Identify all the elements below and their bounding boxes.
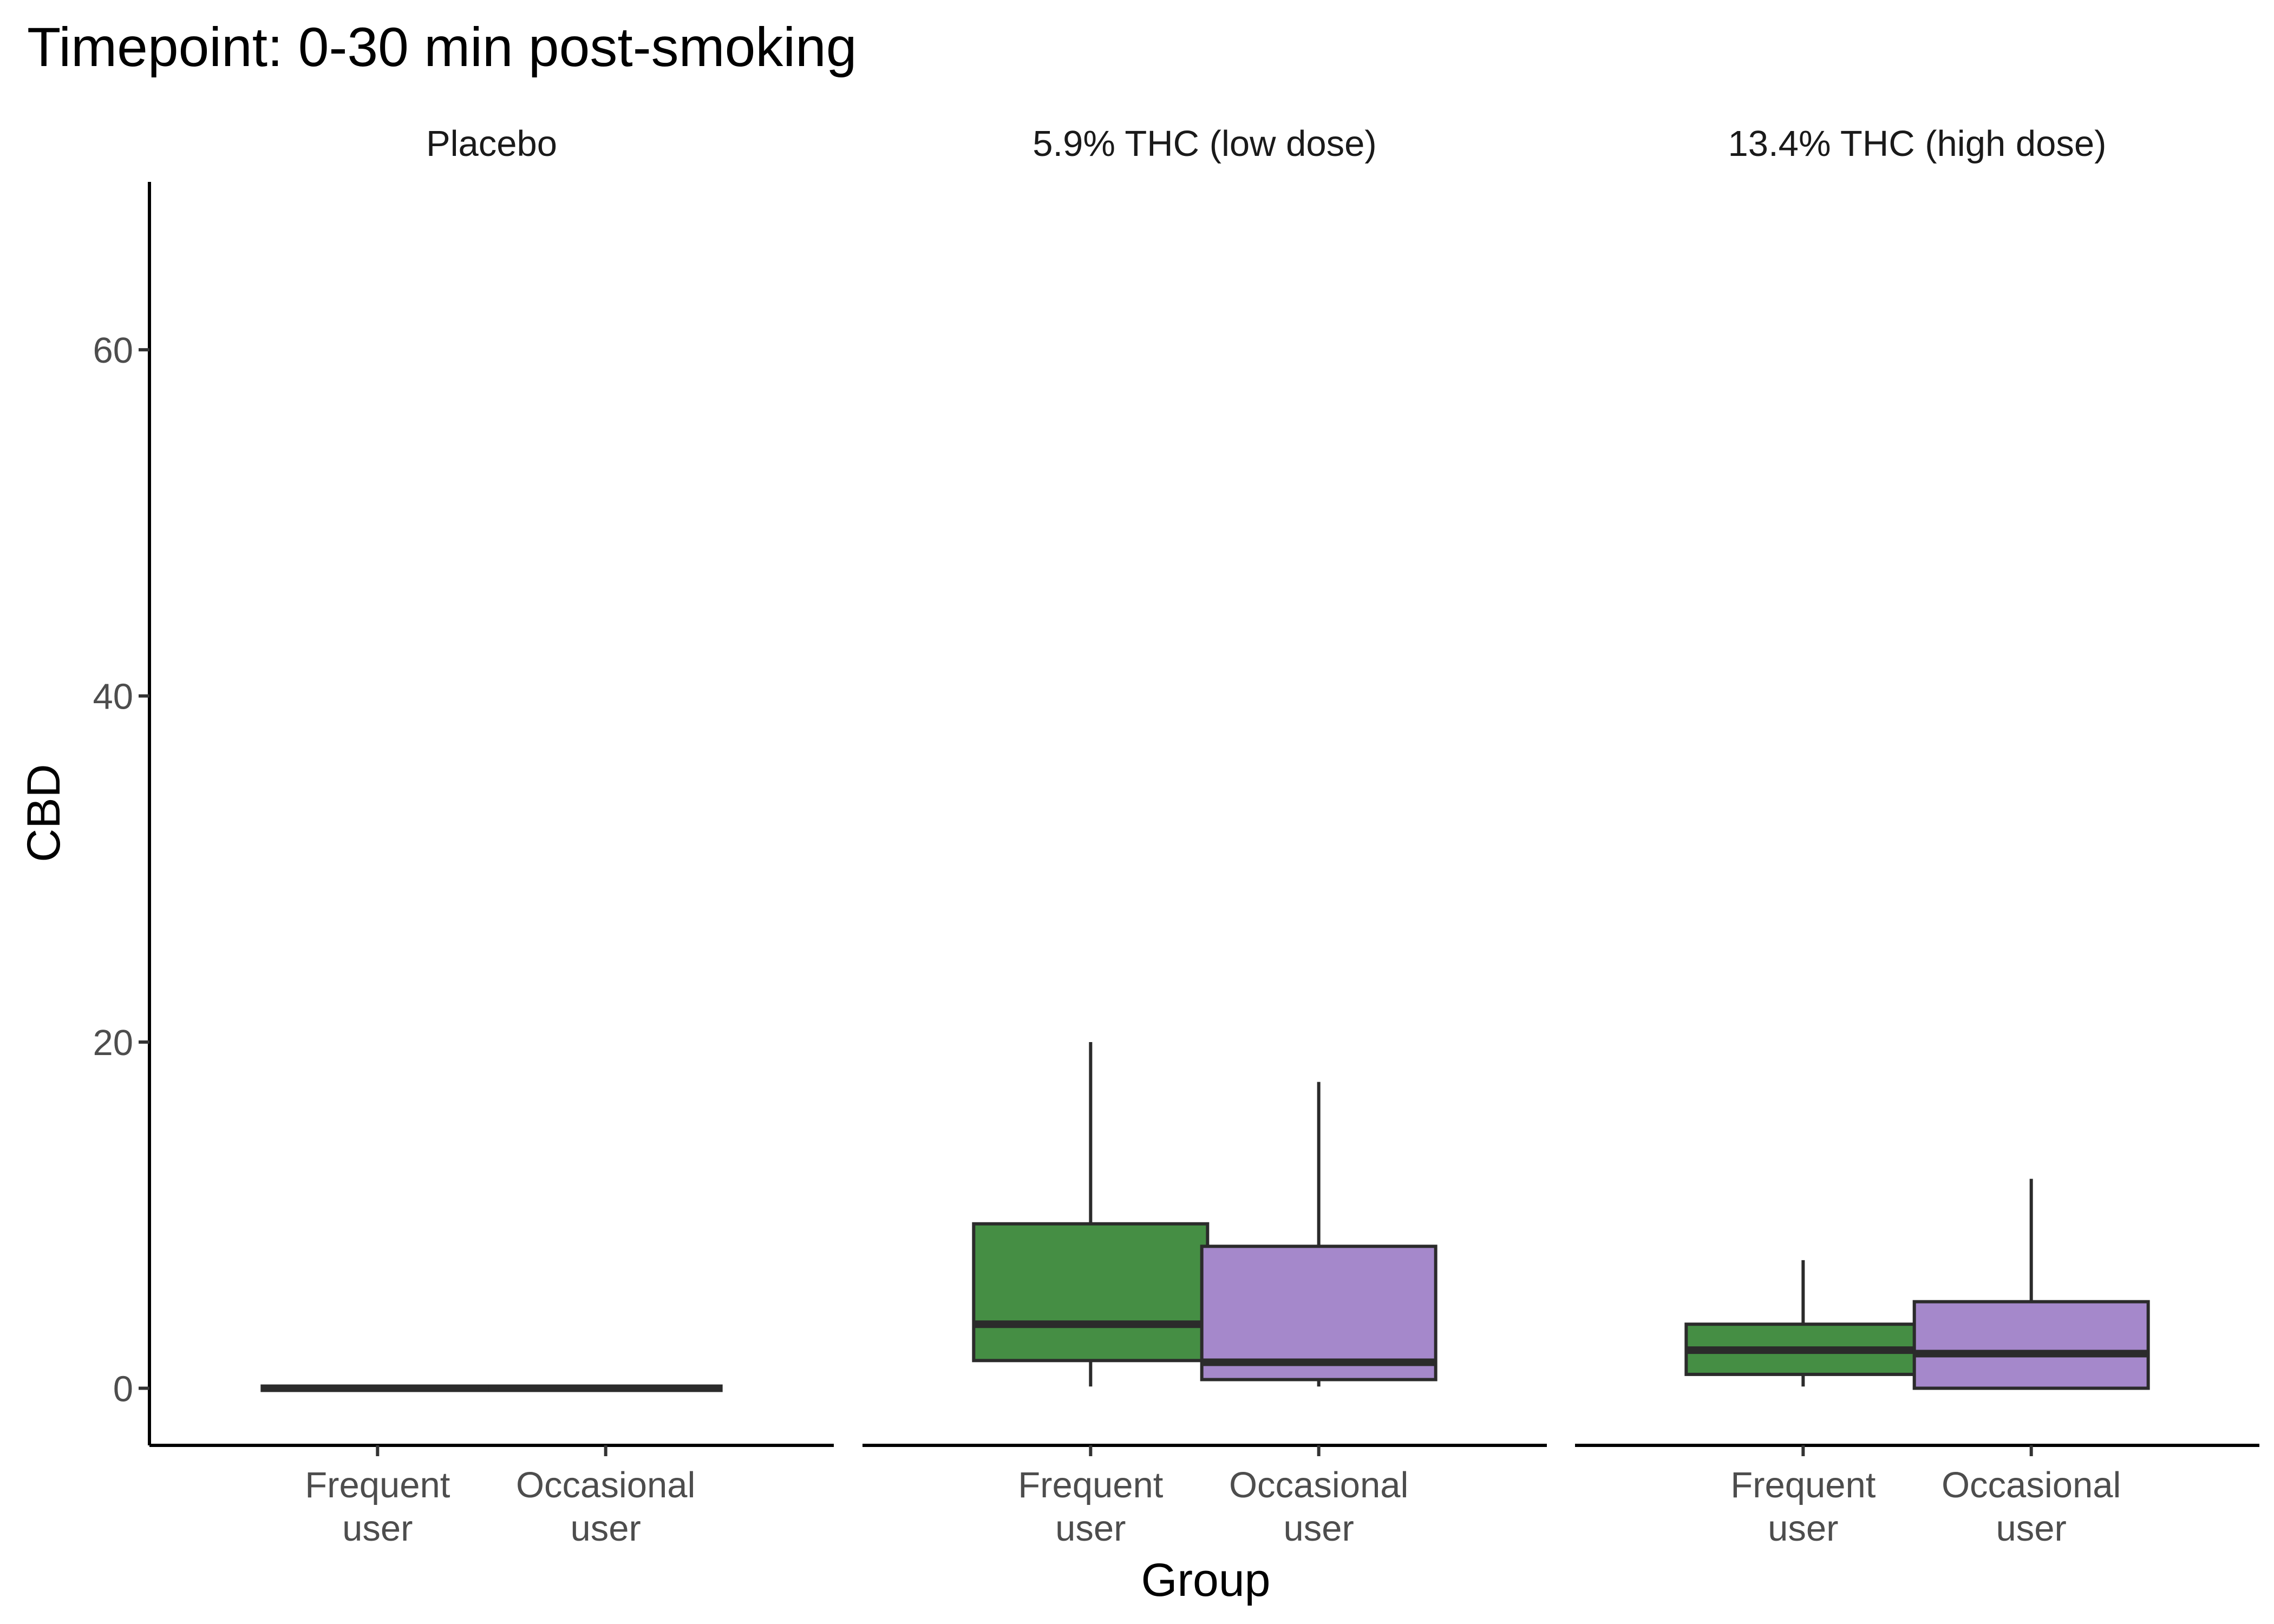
x-tick-label-line: Occasional — [1229, 1465, 1408, 1505]
x-tick-label: Frequent user — [305, 1465, 450, 1549]
x-tick-label: Frequent user — [1018, 1465, 1164, 1549]
x-tick-label-line: Frequent — [305, 1465, 450, 1505]
y-tick-label: 40 — [93, 677, 133, 717]
y-tick-label: 60 — [93, 330, 133, 371]
x-tick-label-line: user — [1768, 1508, 1838, 1549]
x-axis-title: Group — [1141, 1554, 1270, 1606]
y-axis-title: CBD — [18, 764, 70, 862]
box-iqr — [1912, 1300, 2150, 1390]
x-tick-label-line: Occasional — [1942, 1465, 2121, 1505]
boxplot-frequent — [972, 1042, 1210, 1387]
box-iqr — [1200, 1245, 1437, 1381]
x-tick-label: Occasional user — [1942, 1465, 2121, 1549]
chart-title: Timepoint: 0-30 min post-smoking — [27, 16, 857, 78]
y-tick-label: 0 — [113, 1368, 133, 1409]
x-tick-label-line: user — [1996, 1508, 2066, 1549]
facet-strip-label: 5.9% THC (low dose) — [1033, 123, 1377, 164]
x-tick-label-line: Occasional — [516, 1465, 695, 1505]
x-tick-label-line: user — [1283, 1508, 1354, 1549]
box-iqr — [972, 1222, 1210, 1363]
boxplot-occasional — [1200, 1082, 1437, 1387]
x-tick-label: Occasional user — [516, 1465, 695, 1549]
x-tick-label-line: Frequent — [1018, 1465, 1164, 1505]
x-tick-label-line: user — [342, 1508, 413, 1549]
boxplot-occasional — [1912, 1178, 2150, 1390]
facet-strip-label: 13.4% THC (high dose) — [1728, 123, 2107, 164]
x-tick-label: Occasional user — [1229, 1465, 1408, 1549]
facet-strip-label: Placebo — [426, 123, 557, 164]
facet-panel: 13.4% THC (high dose)Frequent userOccasio… — [1575, 123, 2259, 1549]
boxplot-frequent — [1684, 1260, 1922, 1387]
x-tick-label-line: Frequent — [1730, 1465, 1876, 1505]
x-tick-label: Frequent user — [1730, 1465, 1876, 1549]
y-tick-label: 20 — [93, 1023, 133, 1063]
x-tick-label-line: user — [570, 1508, 641, 1549]
x-tick-label-line: user — [1055, 1508, 1126, 1549]
facet-panel: 5.9% THC (low dose)Frequent userOccasiona… — [862, 123, 1547, 1549]
